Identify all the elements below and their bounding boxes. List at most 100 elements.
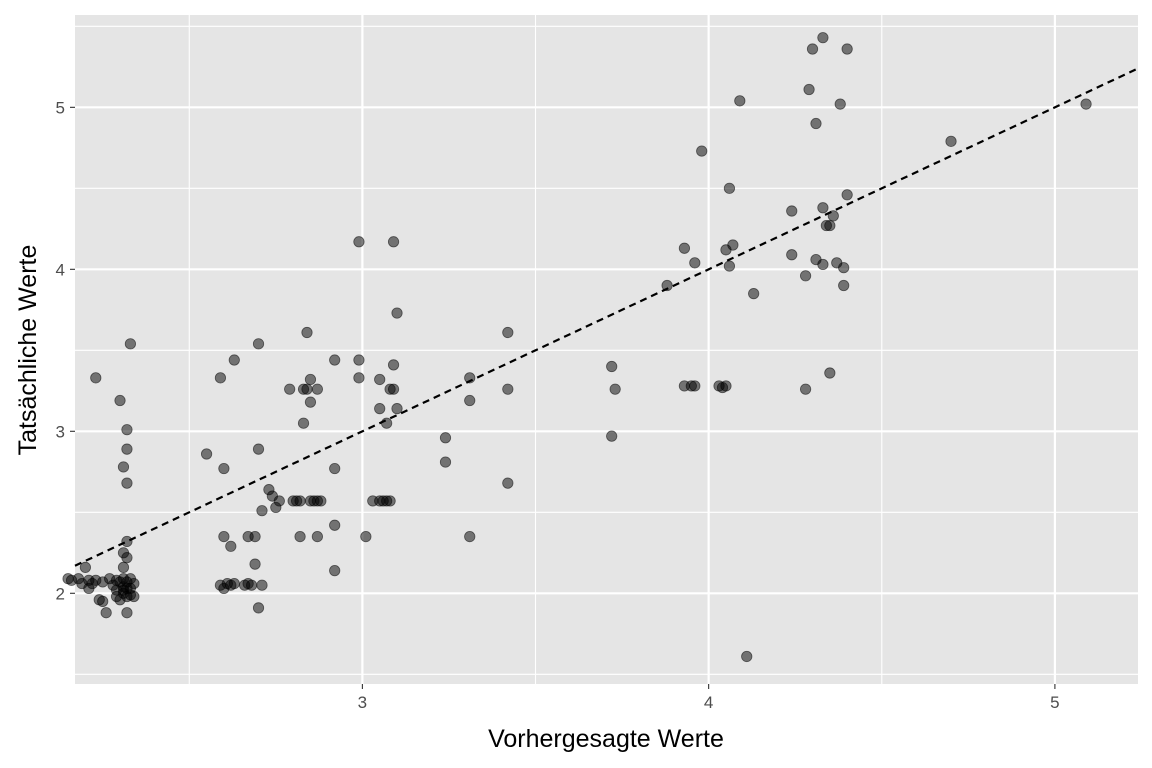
data-point [387, 359, 400, 371]
data-point [502, 383, 514, 395]
data-point [225, 540, 237, 552]
data-point [214, 372, 227, 384]
data-point [810, 117, 822, 130]
data-point [228, 577, 240, 590]
major-gridlines [75, 15, 1138, 684]
data-point [723, 260, 736, 272]
data-point [817, 202, 829, 214]
data-point [834, 98, 846, 110]
data-point [294, 530, 306, 543]
data-point [387, 236, 400, 248]
data-point [329, 462, 341, 475]
data-point [945, 135, 957, 147]
data-point [252, 443, 265, 455]
x-tick-label: 3 [358, 693, 367, 712]
data-point [817, 32, 829, 44]
reference-line [74, 67, 1139, 567]
data-point [121, 477, 133, 489]
data-point [121, 443, 133, 455]
data-point [311, 530, 323, 543]
data-point [827, 210, 839, 222]
data-point [391, 403, 403, 415]
x-axis: 3 4 5 [358, 684, 1060, 712]
data-point [741, 650, 753, 663]
data-point [117, 561, 130, 573]
data-point [297, 417, 310, 429]
data-point [439, 456, 452, 468]
data-point [841, 43, 853, 55]
plot-panel [75, 15, 1138, 684]
data-point [606, 430, 618, 442]
data-point [384, 495, 396, 507]
data-point [374, 373, 386, 386]
data-point [439, 432, 452, 444]
data-point [301, 383, 313, 395]
data-point [218, 462, 230, 475]
data-point [252, 338, 265, 350]
data-point [374, 403, 386, 415]
data-point [502, 477, 514, 489]
data-point [128, 590, 140, 603]
x-tick-label: 4 [704, 693, 713, 712]
data-point [464, 530, 476, 543]
data-point [256, 505, 268, 517]
data-point [387, 383, 400, 395]
data-point [609, 383, 621, 395]
data-point [97, 595, 109, 607]
data-point [301, 326, 313, 339]
y-axis: 2 3 4 5 [56, 98, 75, 603]
data-point [696, 145, 708, 157]
data-point [100, 607, 112, 619]
data-point [1080, 98, 1092, 110]
data-point [329, 354, 341, 366]
y-tick-label: 5 [56, 98, 65, 117]
data-point [256, 579, 268, 591]
y-tick-label: 4 [56, 260, 65, 279]
data-point [748, 288, 760, 300]
data-point [252, 602, 265, 614]
data-point [121, 424, 133, 436]
data-point [391, 307, 403, 319]
data-point [304, 373, 317, 386]
data-point [661, 279, 673, 292]
x-axis-title: Vorhergesagte Werte [488, 725, 724, 753]
x-tick-label: 5 [1050, 693, 1059, 712]
data-point [803, 83, 815, 96]
data-point [727, 239, 739, 251]
data-point [799, 270, 812, 282]
data-point [114, 394, 126, 407]
data-point [360, 530, 372, 543]
data-point [806, 43, 819, 55]
data-point [124, 338, 137, 350]
data-points-layer [62, 32, 1092, 663]
data-point [117, 461, 130, 473]
data-point [121, 552, 133, 564]
data-point [841, 189, 853, 201]
data-point [200, 448, 213, 460]
data-point [734, 95, 746, 107]
reference-line-layer [74, 67, 1139, 567]
data-point [245, 579, 258, 591]
data-point [720, 380, 732, 392]
data-point [121, 607, 133, 619]
data-point [353, 236, 365, 248]
data-point [824, 219, 836, 232]
data-point [128, 577, 140, 590]
y-axis-title: Tatsächliche Werte [14, 245, 42, 456]
data-point [502, 326, 514, 339]
data-point [606, 360, 618, 373]
data-point [311, 383, 323, 395]
y-tick-label: 3 [56, 422, 65, 441]
data-point [90, 372, 102, 384]
data-point [689, 380, 701, 392]
data-point [353, 354, 365, 366]
data-point [329, 565, 341, 577]
data-point [381, 417, 393, 429]
data-point [79, 561, 91, 573]
data-point [799, 383, 812, 395]
data-point [464, 372, 476, 384]
data-point [838, 262, 850, 274]
data-point [353, 372, 365, 384]
data-point [315, 495, 327, 507]
